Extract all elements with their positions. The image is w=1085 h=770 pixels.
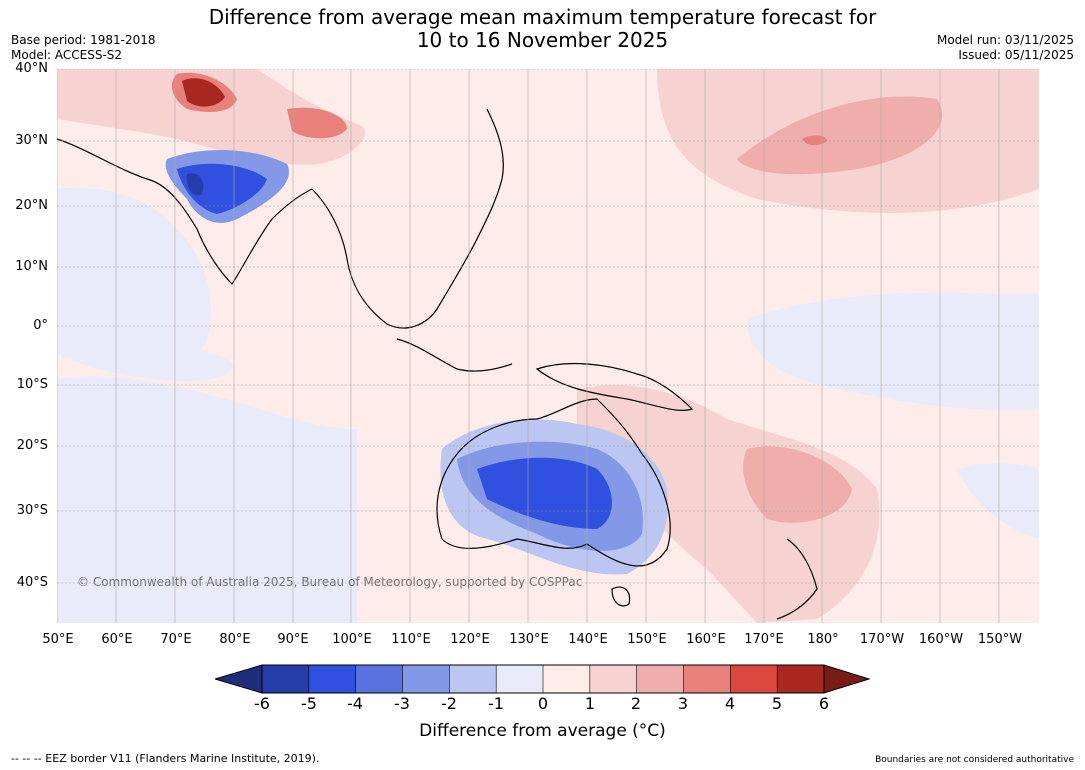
coastline-new-zealand [776,538,818,620]
lat-label-20s: 20°S [16,438,48,453]
model-name: Model: ACCESS-S2 [11,48,123,62]
lat-label-30s: 30°S [16,503,48,518]
cool-zone-south-indian [57,376,357,623]
chart-title-line-1: Difference from average mean maximum tem… [208,5,877,29]
warm-zone-tasman-core [743,446,852,523]
warm-zone-tibet [287,107,347,139]
issued-date: Issued: 05/11/2025 [958,48,1074,62]
coastline-australia [436,398,671,567]
lon-label-80e: 80°E [219,632,251,647]
cool-zone-india-core [177,163,267,214]
colorbar-swatch [589,664,638,694]
lat-label-10s: 10°S [16,377,48,392]
eez-border-note: -- -- -- EEZ border V11 (Flanders Marine… [11,752,320,765]
colorbar-label: Difference from average (°C) [419,721,666,741]
lon-label-160w: 160°W [918,632,964,647]
colorbar-swatch [495,664,544,694]
lon-label-70e: 70°E [160,632,192,647]
lat-label-eq: 0° [33,318,48,333]
lon-label-130e: 130°E [509,632,549,647]
warm-zone-north-pacific-core [737,96,943,175]
colorbar-tick-m3: -3 [394,694,410,713]
colorbar-tick-m2: -2 [441,694,457,713]
colorbar-tick-1: 1 [584,694,596,713]
colorbar-tick-2: 2 [630,694,642,713]
warm-zone-central-asia [57,69,365,165]
lon-label-150w: 150°W [977,632,1023,647]
lon-label-100e: 100°E [332,632,372,647]
chart-title-line-2: 10 to 16 November 2025 [416,28,669,52]
colorbar [215,664,871,694]
lon-label-160e: 160°E [686,632,726,647]
colorbar-swatch [636,664,685,694]
lat-label-40s: 40°S [16,575,48,590]
colorbar-outline [261,664,825,694]
map-canvas [57,69,1039,623]
coastline-tasmania [611,586,631,607]
lon-label-170e: 170°E [744,632,784,647]
colorbar-swatch [542,664,591,694]
lon-label-60e: 60°E [101,632,133,647]
colorbar-tick-m1: -1 [488,694,504,713]
cool-zone-equatorial-west [72,332,234,382]
cool-zone-central-pacific [747,292,1039,410]
warm-spot-north-pacific [802,135,827,146]
cool-zone-east-pacific [957,463,1039,539]
lon-label-140e: 140°E [568,632,608,647]
colorbar-swatches [261,664,825,694]
colorbar-swatch [776,664,825,694]
longitude-grid [57,69,1000,623]
copyright-notice: © Commonwealth of Australia 2025, Bureau… [77,575,583,589]
lon-label-180: 180° [807,632,839,647]
temperature-anomaly-map [57,69,1039,623]
lon-label-150e: 150°E [627,632,667,647]
colorbar-swatch [730,664,778,694]
colorbar-tick-3: 3 [677,694,689,713]
hot-zone-himalaya [182,78,225,107]
cool-zone-indian-ocean [57,187,211,371]
coastline-new-guinea [535,362,694,411]
lon-label-170w: 170°W [859,632,905,647]
cool-zone-india-deep [186,173,204,196]
colorbar-tick-5: 5 [771,694,783,713]
colorbar-swatch [683,664,732,694]
colorbar-tick-4: 4 [724,694,736,713]
colorbar-under-arrow [215,664,263,694]
lat-label-10n: 10°N [15,259,48,274]
lon-label-90e: 90°E [277,632,309,647]
colorbar-swatch [449,664,497,694]
lon-label-50e: 50°E [42,632,74,647]
lat-label-40n: 40°N [15,61,48,76]
colorbar-tick-m4: -4 [347,694,363,713]
colorbar-tick-m5: -5 [301,694,317,713]
colorbar-over-arrow [823,664,871,694]
colorbar-tick-m6: -6 [254,694,270,713]
lon-label-110e: 110°E [391,632,431,647]
coastline-indonesia [396,338,513,372]
colorbar-swatch [355,664,404,694]
base-period: Base period: 1981-2018 [11,33,156,47]
model-run: Model run: 03/11/2025 [936,33,1074,47]
colorbar-swatch [308,664,357,694]
colorbar-swatch [261,664,310,694]
coastline-southeast-asia [311,108,504,329]
lon-label-120e: 120°E [450,632,490,647]
colorbar-tick-6: 6 [818,694,830,713]
coastlines [57,108,818,620]
boundaries-note: Boundaries are not considered authoritat… [875,755,1074,765]
lat-label-30n: 30°N [15,133,48,148]
cool-zone-small-west [57,448,120,471]
warm-zone-coral-sea [577,385,880,623]
colorbar-swatch [402,664,451,694]
lat-label-20n: 20°N [15,198,48,213]
coastline-south-asia [57,138,313,285]
colorbar-tick-0: 0 [537,694,549,713]
